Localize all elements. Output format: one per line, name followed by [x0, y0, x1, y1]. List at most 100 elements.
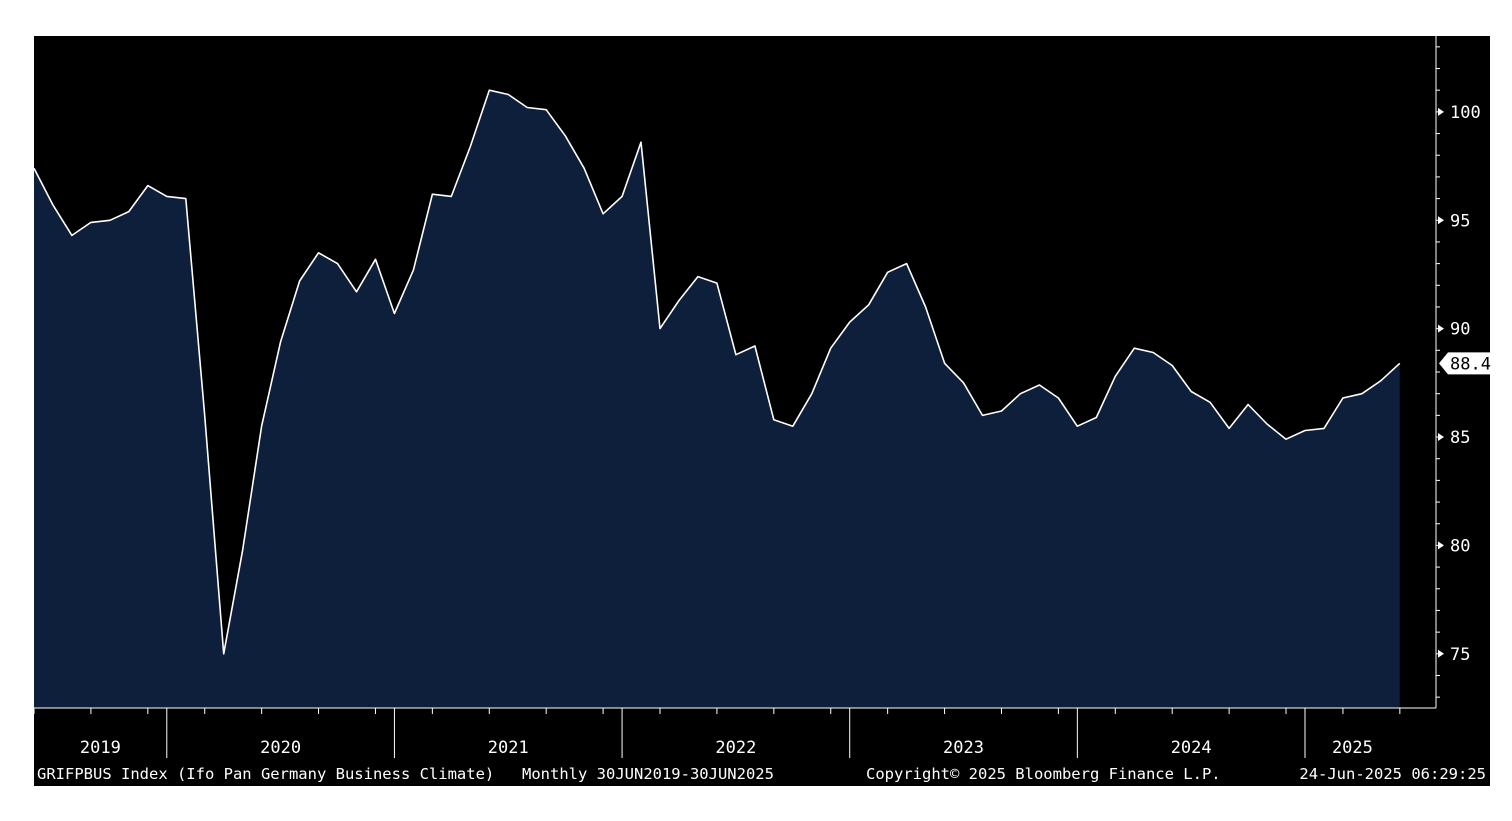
data-point — [1399, 362, 1401, 364]
data-point — [1209, 401, 1211, 403]
data-point — [355, 291, 357, 293]
data-point — [526, 106, 528, 108]
data-point — [317, 252, 319, 254]
data-point — [792, 425, 794, 427]
x-year-label: 2023 — [943, 738, 984, 758]
x-year-label: 2024 — [1171, 738, 1212, 758]
data-point — [166, 195, 168, 197]
data-point — [431, 193, 433, 195]
x-year-label: 2022 — [715, 738, 756, 758]
data-point — [943, 362, 945, 364]
data-point — [564, 135, 566, 137]
data-point — [109, 219, 111, 221]
data-point — [260, 425, 262, 427]
y-tick-arrow — [1438, 107, 1444, 116]
data-point — [204, 414, 206, 416]
data-point — [1133, 347, 1135, 349]
y-tick-label: 80 — [1450, 536, 1470, 556]
data-point — [868, 304, 870, 306]
data-point — [905, 262, 907, 264]
data-point — [1000, 410, 1002, 412]
x-year-label: 2020 — [260, 738, 301, 758]
y-tick-label: 100 — [1450, 103, 1481, 123]
data-point — [1171, 364, 1173, 366]
data-point — [1190, 390, 1192, 392]
data-point — [830, 347, 832, 349]
data-point — [374, 258, 376, 260]
data-point — [1038, 384, 1040, 386]
data-point — [1152, 351, 1154, 353]
data-point — [981, 414, 983, 416]
data-point — [924, 306, 926, 308]
footer: GRIFPBUS Index (Ifo Pan Germany Business… — [37, 765, 1486, 783]
y-tick-label: 75 — [1450, 645, 1470, 665]
x-year-label: 2025 — [1332, 738, 1373, 758]
y-tick-label: 90 — [1450, 320, 1470, 340]
data-point — [1095, 416, 1097, 418]
y-tick-arrow — [1438, 216, 1444, 225]
data-point — [393, 312, 395, 314]
data-point — [412, 269, 414, 271]
data-point — [33, 167, 35, 169]
data-point — [1304, 429, 1306, 431]
data-point — [279, 341, 281, 343]
data-point — [962, 382, 964, 384]
data-point — [1380, 380, 1382, 382]
data-point — [147, 184, 149, 186]
data-point — [1361, 393, 1363, 395]
last-value-label: 88.4 — [1450, 354, 1491, 374]
data-point — [1057, 397, 1059, 399]
y-axis: 75 80 85 90 95 100 88.4 — [1435, 36, 1491, 708]
data-point — [90, 221, 92, 223]
data-point — [754, 345, 756, 347]
data-point — [488, 89, 490, 91]
data-point — [1266, 423, 1268, 425]
data-point — [735, 354, 737, 356]
data-point — [659, 327, 661, 329]
data-point — [1228, 427, 1230, 429]
data-point — [697, 275, 699, 277]
data-point — [298, 280, 300, 282]
data-point — [242, 549, 244, 551]
data-point — [450, 195, 452, 197]
data-point — [1019, 393, 1021, 395]
data-point — [545, 109, 547, 111]
data-point — [621, 195, 623, 197]
footer-range: Monthly 30JUN2019-30JUN2025 — [522, 765, 774, 783]
data-point — [507, 93, 509, 95]
data-point — [811, 393, 813, 395]
y-tick-label: 95 — [1450, 211, 1470, 231]
data-point — [336, 262, 338, 264]
footer-ticker: GRIFPBUS Index (Ifo Pan Germany Business… — [37, 765, 494, 783]
data-point — [716, 282, 718, 284]
y-tick-arrow — [1438, 433, 1444, 442]
data-point — [185, 197, 187, 199]
area-fill — [34, 90, 1400, 708]
data-point — [1285, 438, 1287, 440]
last-value-tag — [1439, 352, 1490, 375]
data-point — [1114, 375, 1116, 377]
data-point — [1342, 397, 1344, 399]
footer-copyright: Copyright© 2025 Bloomberg Finance L.P. — [866, 765, 1221, 783]
y-tick-arrow — [1438, 324, 1444, 333]
data-point — [583, 167, 585, 169]
data-point — [1247, 403, 1249, 405]
footer-timestamp: 24-Jun-2025 06:29:25 — [1299, 765, 1486, 783]
data-point — [886, 271, 888, 273]
data-point — [602, 213, 604, 215]
data-point — [773, 419, 775, 421]
x-axis: 2019 2020 2021 2022 2023 2024 2025 — [33, 707, 1436, 758]
x-year-label: 2021 — [488, 738, 529, 758]
plot-layer — [33, 89, 1401, 708]
data-point — [1076, 425, 1078, 427]
y-tick-arrow — [1438, 649, 1444, 658]
series-line — [33, 89, 1401, 655]
data-point — [128, 210, 130, 212]
y-tick-label: 85 — [1450, 428, 1470, 448]
data-point — [71, 234, 73, 236]
data-point — [640, 141, 642, 143]
data-point — [678, 299, 680, 301]
data-point — [849, 321, 851, 323]
